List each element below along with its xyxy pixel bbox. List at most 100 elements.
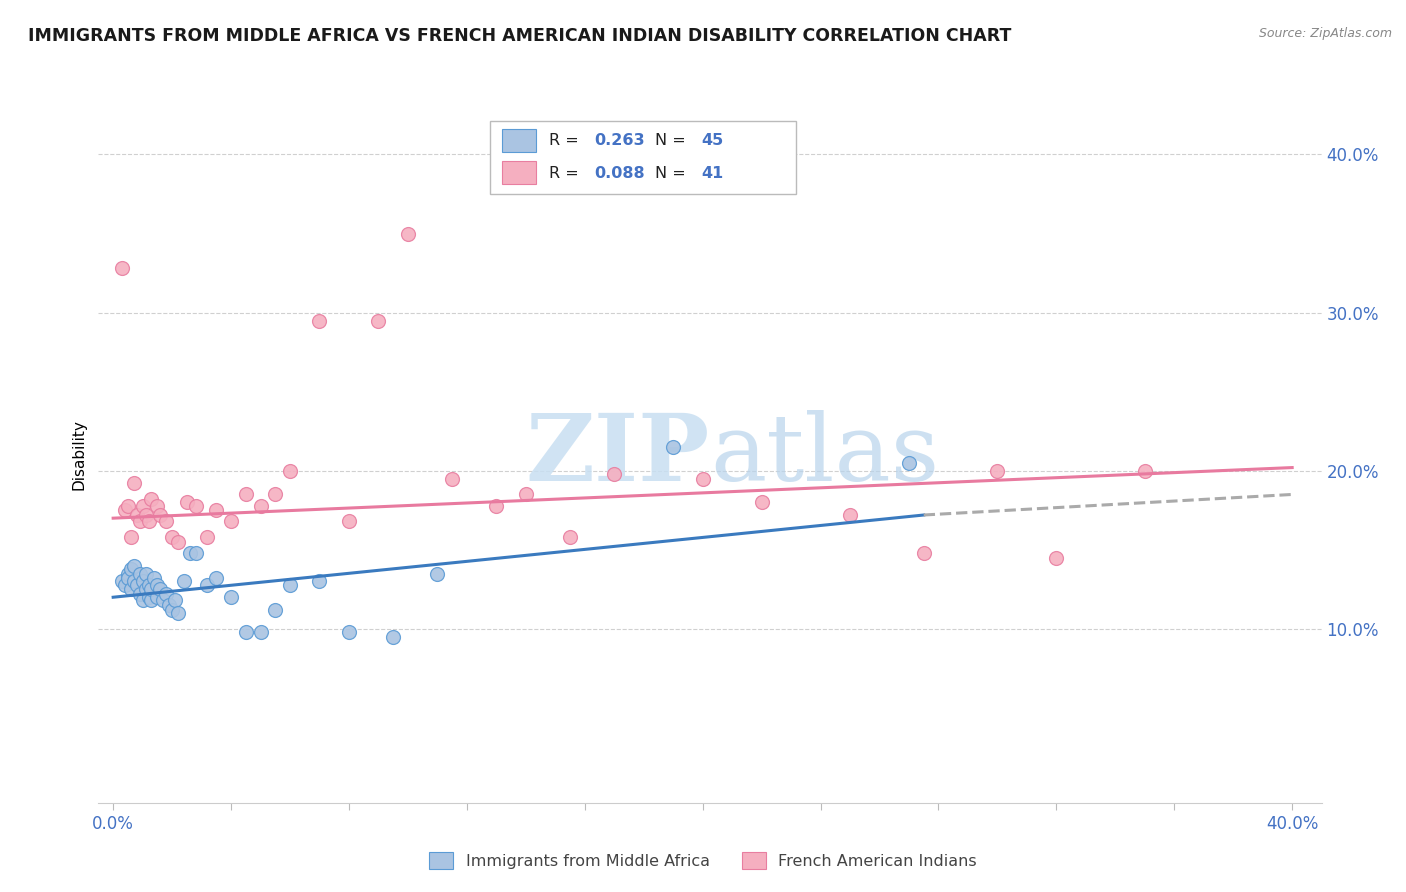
- Text: N =: N =: [655, 166, 690, 181]
- Point: [382, 630, 405, 644]
- Point: [426, 566, 449, 581]
- Point: [986, 464, 1008, 478]
- Point: [249, 625, 271, 640]
- Point: [120, 530, 142, 544]
- Point: [898, 456, 921, 470]
- Text: 45: 45: [702, 133, 724, 148]
- Bar: [502, 161, 536, 185]
- Point: [839, 508, 862, 522]
- Point: [122, 574, 145, 589]
- Point: [117, 571, 139, 585]
- Point: [128, 514, 150, 528]
- Point: [396, 227, 419, 241]
- Point: [184, 546, 207, 560]
- Text: 41: 41: [702, 166, 724, 181]
- Point: [117, 566, 139, 581]
- Point: [235, 487, 257, 501]
- Point: [1045, 550, 1067, 565]
- Point: [1133, 464, 1156, 478]
- Text: IMMIGRANTS FROM MIDDLE AFRICA VS FRENCH AMERICAN INDIAN DISABILITY CORRELATION C: IMMIGRANTS FROM MIDDLE AFRICA VS FRENCH …: [28, 27, 1011, 45]
- Point: [167, 534, 190, 549]
- Point: [149, 508, 172, 522]
- Point: [337, 514, 360, 528]
- Point: [264, 487, 287, 501]
- Point: [125, 577, 148, 591]
- Point: [155, 514, 177, 528]
- Point: [278, 577, 301, 591]
- Point: [120, 562, 142, 576]
- Text: N =: N =: [655, 133, 690, 148]
- Bar: [502, 129, 536, 153]
- Point: [308, 313, 330, 327]
- Point: [125, 508, 148, 522]
- Point: [131, 499, 153, 513]
- Point: [135, 582, 157, 597]
- Point: [160, 603, 183, 617]
- Point: [205, 571, 228, 585]
- Point: [155, 587, 177, 601]
- Point: [197, 577, 219, 591]
- Point: [249, 499, 271, 513]
- Point: [149, 582, 172, 597]
- Point: [515, 487, 537, 501]
- Y-axis label: Disability: Disability: [72, 419, 87, 491]
- Point: [751, 495, 773, 509]
- Point: [128, 566, 150, 581]
- Point: [176, 495, 198, 509]
- Point: [146, 577, 169, 591]
- Point: [197, 530, 219, 544]
- Point: [152, 593, 174, 607]
- Point: [131, 574, 153, 589]
- Point: [122, 558, 145, 573]
- Point: [138, 591, 160, 605]
- Point: [111, 261, 134, 276]
- Point: [235, 625, 257, 640]
- Point: [264, 603, 287, 617]
- Point: [146, 499, 169, 513]
- Point: [278, 464, 301, 478]
- Point: [485, 499, 508, 513]
- Point: [141, 492, 163, 507]
- Point: [337, 625, 360, 640]
- Point: [157, 598, 180, 612]
- Point: [160, 530, 183, 544]
- Point: [308, 574, 330, 589]
- Point: [219, 591, 242, 605]
- Point: [367, 313, 389, 327]
- Text: 0.263: 0.263: [593, 133, 644, 148]
- Point: [135, 566, 157, 581]
- Text: R =: R =: [548, 166, 583, 181]
- Text: ZIP: ZIP: [526, 410, 710, 500]
- Point: [692, 472, 714, 486]
- Point: [184, 499, 207, 513]
- Point: [558, 530, 581, 544]
- Point: [117, 499, 139, 513]
- Point: [662, 440, 685, 454]
- Point: [120, 582, 142, 597]
- Point: [146, 591, 169, 605]
- Point: [114, 503, 136, 517]
- Point: [122, 476, 145, 491]
- Point: [167, 606, 190, 620]
- Text: 0.088: 0.088: [593, 166, 644, 181]
- Legend: Immigrants from Middle Africa, French American Indians: Immigrants from Middle Africa, French Am…: [423, 846, 983, 875]
- Text: Source: ZipAtlas.com: Source: ZipAtlas.com: [1258, 27, 1392, 40]
- Point: [912, 546, 935, 560]
- Point: [143, 571, 166, 585]
- Point: [138, 577, 160, 591]
- Point: [114, 577, 136, 591]
- Point: [131, 593, 153, 607]
- Text: R =: R =: [548, 133, 583, 148]
- Point: [219, 514, 242, 528]
- Point: [111, 574, 134, 589]
- Point: [173, 574, 195, 589]
- Point: [179, 546, 201, 560]
- Point: [205, 503, 228, 517]
- Point: [138, 514, 160, 528]
- Point: [128, 587, 150, 601]
- Bar: [489, 121, 796, 194]
- Point: [165, 593, 187, 607]
- Point: [141, 593, 163, 607]
- Point: [135, 508, 157, 522]
- Point: [141, 582, 163, 597]
